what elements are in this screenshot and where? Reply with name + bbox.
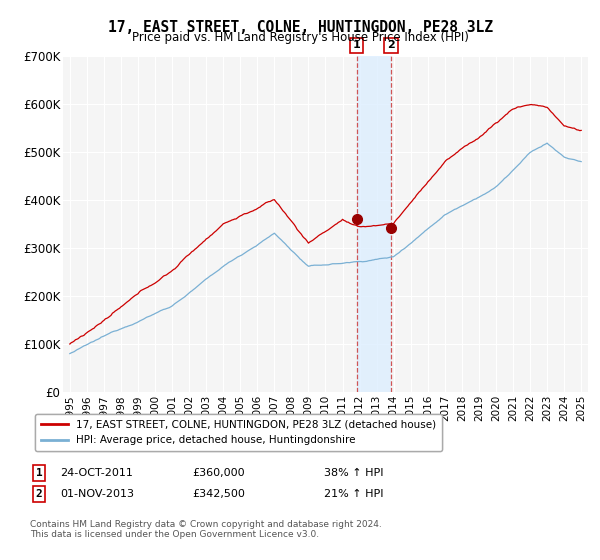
Text: 2: 2 <box>35 489 43 499</box>
Text: 1: 1 <box>35 468 43 478</box>
Text: 1: 1 <box>353 40 361 50</box>
Bar <box>356 56 391 392</box>
Text: 21% ↑ HPI: 21% ↑ HPI <box>324 489 383 499</box>
Text: 38% ↑ HPI: 38% ↑ HPI <box>324 468 383 478</box>
Text: 17, EAST STREET, COLNE, HUNTINGDON, PE28 3LZ: 17, EAST STREET, COLNE, HUNTINGDON, PE28… <box>107 20 493 35</box>
Legend: 17, EAST STREET, COLNE, HUNTINGDON, PE28 3LZ (detached house), HPI: Average pric: 17, EAST STREET, COLNE, HUNTINGDON, PE28… <box>35 414 442 451</box>
Text: £360,000: £360,000 <box>192 468 245 478</box>
Text: 01-NOV-2013: 01-NOV-2013 <box>60 489 134 499</box>
Text: £342,500: £342,500 <box>192 489 245 499</box>
Text: 24-OCT-2011: 24-OCT-2011 <box>60 468 133 478</box>
Text: Contains HM Land Registry data © Crown copyright and database right 2024.
This d: Contains HM Land Registry data © Crown c… <box>30 520 382 539</box>
Text: Price paid vs. HM Land Registry's House Price Index (HPI): Price paid vs. HM Land Registry's House … <box>131 31 469 44</box>
Text: 2: 2 <box>387 40 395 50</box>
